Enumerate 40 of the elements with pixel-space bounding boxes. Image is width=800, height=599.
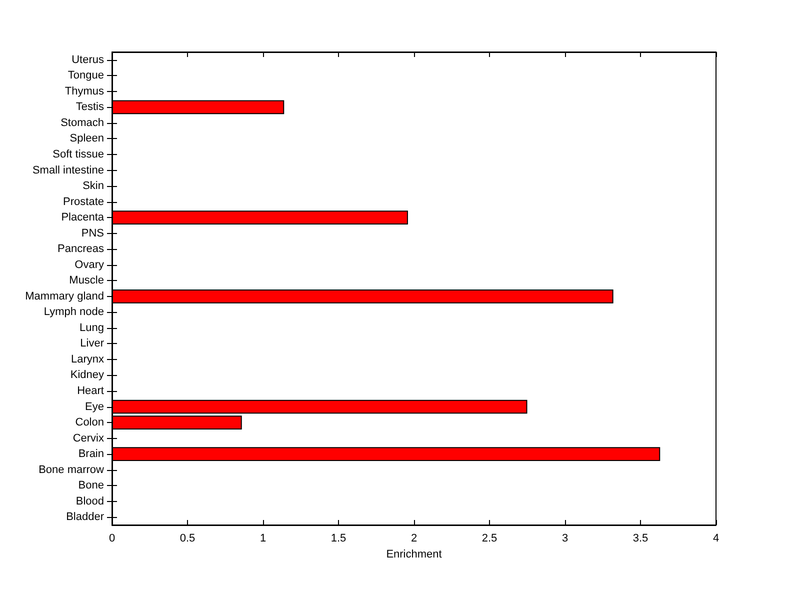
y-tick-label: Ovary: [74, 258, 104, 271]
y-tick-label: Cervix: [72, 432, 104, 444]
x-tick-label: 1: [260, 532, 266, 544]
x-tick-label: 4: [712, 532, 720, 544]
y-tick-label: Bone: [78, 480, 104, 492]
x-tick-label: 2.5: [482, 532, 498, 544]
y-tick-label: Eye: [85, 400, 104, 413]
y-tick-label: Lymph node: [44, 306, 104, 318]
y-tick-label: Spleen: [70, 132, 104, 145]
y-tick-label: Bladder: [66, 511, 104, 524]
y-tick-label: Muscle: [69, 274, 104, 287]
x-tick-label: 2: [410, 532, 418, 544]
y-tick-label: Larynx: [70, 353, 104, 366]
y-tick-label: Mammary gland: [25, 290, 104, 302]
y-tick-label: Colon: [75, 416, 104, 429]
y-tick-label: Lung: [80, 322, 104, 334]
x-axis-title: Enrichment: [386, 548, 442, 560]
y-tick-label: Pancreas: [58, 243, 104, 256]
y-tick-label: Placenta: [61, 212, 105, 224]
y-tick-label: Testis: [76, 101, 104, 114]
x-tick-label: 0: [108, 532, 116, 544]
y-tick-label: Thymus: [64, 85, 104, 98]
y-tick-label: Heart: [77, 384, 104, 397]
y-tick-label: Tongue: [68, 70, 104, 82]
y-tick-label: Brain: [78, 448, 104, 460]
y-tick-label: PNS: [81, 227, 104, 240]
y-tick-label: Uterus: [72, 54, 104, 66]
y-tick-label: Bone marrow: [38, 464, 104, 476]
y-tick-label: Skin: [82, 180, 104, 192]
y-tick-label: Blood: [76, 495, 104, 508]
x-tick-label: 0.5: [180, 532, 196, 544]
y-tick-label: Prostate: [63, 196, 104, 208]
y-tick-label: Kidney: [70, 369, 104, 382]
x-tick-label: 3.5: [632, 532, 648, 544]
y-tick-label: Small intestine: [32, 164, 104, 176]
y-tick-label: Stomach: [60, 116, 104, 129]
x-tick-label: 3: [562, 532, 568, 544]
y-tick-label: Soft tissue: [52, 148, 104, 160]
y-tick-label: Liver: [80, 338, 104, 350]
x-tick-label: 1.5: [330, 532, 346, 544]
